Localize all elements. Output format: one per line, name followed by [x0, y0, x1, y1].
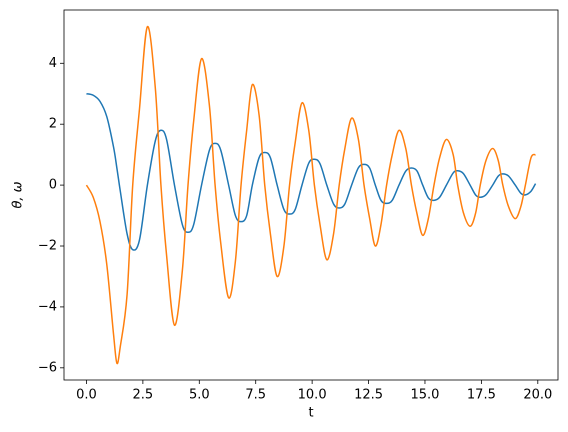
- x-tick-label: 20.0: [523, 388, 552, 403]
- y-tick-label: −4: [38, 299, 57, 314]
- x-tick-label: 5.0: [189, 388, 210, 403]
- x-tick-label: 17.5: [467, 388, 496, 403]
- y-tick-label: 2: [49, 117, 57, 132]
- y-tick-label: −2: [38, 239, 57, 254]
- x-tick-label: 12.5: [354, 388, 383, 403]
- x-axis-label: t: [308, 406, 313, 421]
- data-line: [85, 25, 536, 365]
- data-line: [86, 93, 537, 251]
- x-tick-label: 2.5: [133, 388, 154, 403]
- y-tick-label: 0: [49, 178, 57, 193]
- x-tick-label: 15.0: [410, 388, 439, 403]
- x-tick-label: 7.5: [245, 388, 266, 403]
- plot-frame: [63, 9, 559, 381]
- x-tick-label: 0.0: [76, 388, 97, 403]
- y-axis-label: θ, ω: [11, 181, 26, 208]
- y-tick-label: −6: [38, 360, 57, 375]
- x-tick-label: 10.0: [298, 388, 327, 403]
- y-tick-label: 4: [49, 56, 57, 71]
